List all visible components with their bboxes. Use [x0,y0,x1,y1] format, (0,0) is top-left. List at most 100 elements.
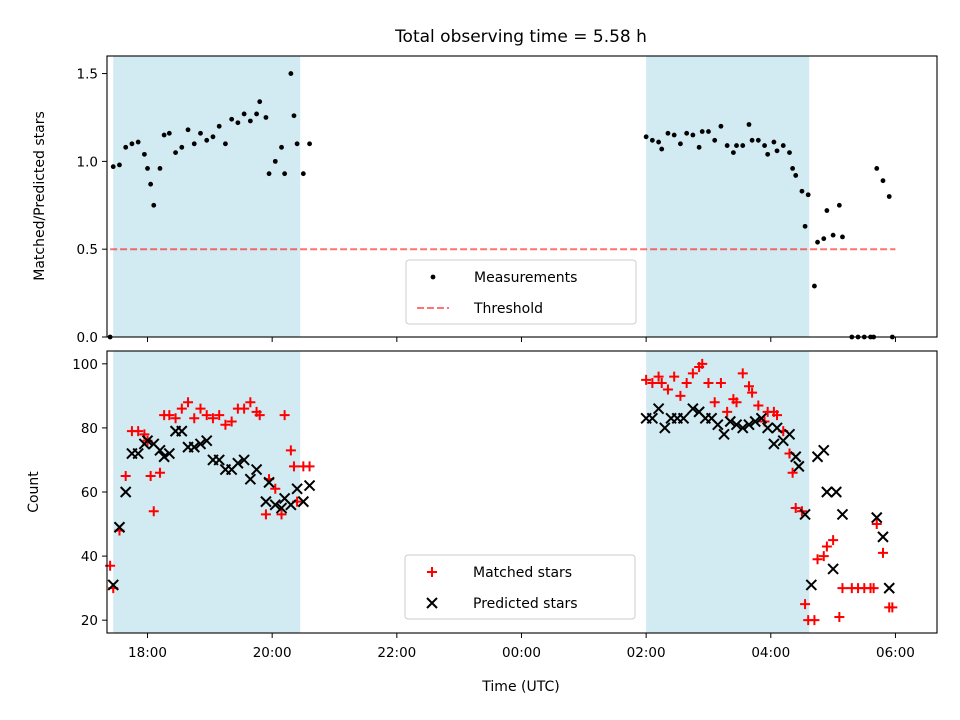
measurement-point [874,166,880,171]
matched-star-point [800,599,811,610]
x-tick-label: 18:00 [128,645,167,661]
matched-star-point [245,397,256,408]
measurement-point [263,115,269,120]
measurement-point [836,202,842,208]
matched-star-point [276,509,287,520]
matched-star-point [647,378,658,389]
predicted-star-point [818,444,830,457]
predicted-star-point [871,511,883,524]
predicted-star-point [238,454,250,466]
predicted-star-point [119,486,132,498]
measurement-point [802,223,808,229]
predicted-star-point [269,499,281,511]
shaded-interval [646,351,810,633]
measurement-point [223,141,228,147]
measurement-point [141,151,147,157]
predicted-star-point [113,521,126,533]
predicted-star-point [194,438,207,450]
matched-star-point [743,381,754,392]
matched-star-point [207,413,218,424]
predicted-star-point [132,447,144,460]
predicted-star-point [827,563,839,575]
measurement-point [307,141,312,147]
measurement-point [665,130,671,136]
measurement-point [161,132,167,138]
measurement-point [684,130,690,136]
legend-box [405,259,637,325]
x-tick-label: 02:00 [627,645,666,661]
matched-star-point [270,483,281,494]
matched-star-point [214,410,225,421]
predicted-star-point [213,454,225,466]
y-tick-label: 40 [81,549,98,565]
y-tick-label: 1.5 [77,67,98,83]
measurement-point [712,137,718,143]
predicted-star-point [805,579,818,591]
matched-star-point [834,611,845,622]
matched-star-point [226,416,237,427]
top-panel: 0.0 0.5 1.0 1.5 Measurements Threshold [77,55,938,346]
matched-star-point [164,410,175,421]
matched-star-point [170,413,181,424]
measurement-point [771,139,777,145]
measurement-point [734,143,739,148]
y-tick-label: 0.5 [77,242,98,258]
matched-star-point [279,410,290,421]
predicted-star-point [188,441,200,453]
matched-star-point [871,519,882,530]
measurement-point [254,111,259,117]
measurement-point [793,173,799,178]
predicted-star-point [761,422,774,434]
legend-label: Matched stars [473,565,572,581]
measurement-point [179,144,185,150]
predicted-star-point [275,502,288,514]
matched-star-point [715,378,726,389]
predicted-star-point [793,460,805,473]
matched-star-point [176,403,187,414]
measurement-point [659,146,665,152]
predicted-star-point [821,486,833,498]
measurement-point [294,141,300,147]
y-tick-label: 80 [81,421,98,437]
matched-star-point [737,368,748,379]
matched-star-point [669,371,680,382]
x-tick-label: 04:00 [751,645,790,661]
measurement-point [229,116,235,122]
measurement-point [812,283,817,289]
predicted-star-point [755,412,768,425]
measurement-point [235,120,241,126]
predicted-star-point [799,508,811,521]
predicted-star-point [687,402,699,415]
predicted-star-point [730,418,743,431]
measurement-point [291,113,297,119]
matched-star-point [260,509,271,520]
matched-star-point [285,445,296,456]
matched-star-point [812,554,823,565]
predicted-star-point [285,499,297,511]
predicted-star-point [176,425,188,437]
matched-star-point [675,390,686,401]
measurement-point [886,194,892,199]
predicted-star-point [291,483,303,495]
predicted-star-point [646,412,659,425]
measurement-point [690,132,696,138]
matched-star-point [877,547,888,558]
measurement-point [671,132,677,138]
predicted-star-point [883,582,895,594]
legend-box [404,554,636,620]
matched-star-point [656,378,667,389]
predicted-star-point [677,412,690,425]
measurement-point [706,129,711,134]
measurement-point [678,141,683,147]
matched-star-point [722,406,733,417]
matched-star-point [653,371,664,382]
measurement-point [799,188,805,194]
measurement-point [780,143,786,148]
top-y-axis-label: Matched/Predicted stars [32,111,48,281]
measurement-point [649,137,655,143]
measurement-point [151,202,157,208]
axes-frame [106,350,938,634]
legend-predicted-swatch [426,597,438,609]
matched-star-point [189,413,200,424]
measurement-point [204,137,210,143]
